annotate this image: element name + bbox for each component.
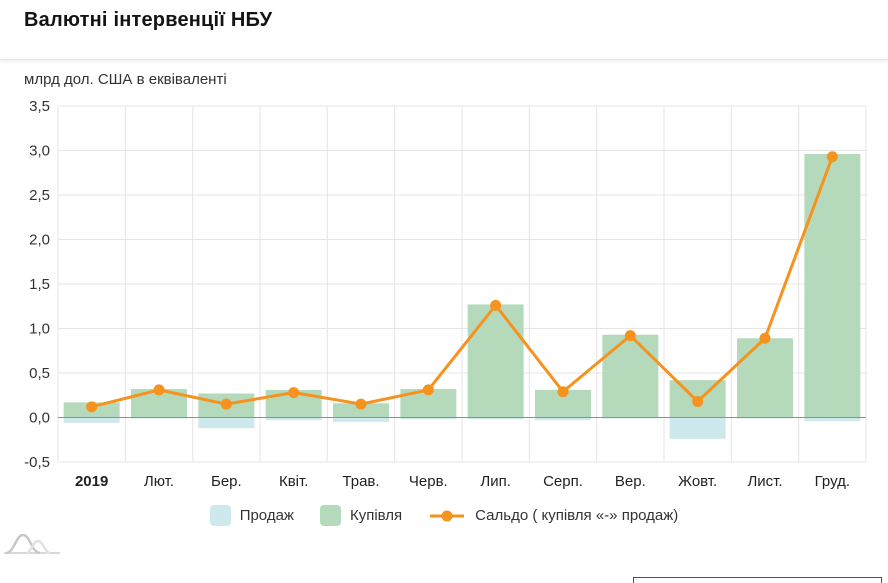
bar-Купівля-Лист.[interactable] <box>737 338 793 418</box>
y-axis-tick-label: 1,0 <box>29 321 50 338</box>
prodazh-swatch-icon <box>209 505 231 526</box>
bar-Продаж-Квіт.[interactable] <box>265 417 322 421</box>
y-axis-tick-label: 2,0 <box>29 232 50 249</box>
x-axis-tick-label: Трав. <box>342 473 379 490</box>
x-axis-tick-label: 2019 <box>75 473 108 490</box>
saldo-point-Трав.[interactable] <box>355 398 367 410</box>
bar-Продаж-Бер.[interactable] <box>198 417 255 429</box>
page-header: Валютні інтервенції НБУ <box>0 0 888 60</box>
saldo-line <box>91 156 834 409</box>
x-axis-tick-label: Вер. <box>615 473 646 490</box>
bar-Продаж-Лип.[interactable] <box>467 417 524 420</box>
x-axis-tick-label: Лист. <box>747 473 782 490</box>
chart-canvas[interactable]: 3,5 3,0 2,5 2,0 1,5 1,0 0,5 0,0 -0,5 2019 Лют. Бер.… <box>0 95 888 495</box>
saldo-point-Бер.[interactable] <box>220 398 232 410</box>
x-axis-tick-label: Бер. <box>211 473 242 490</box>
saldo-point-Лип.[interactable] <box>490 299 502 311</box>
legend-label-prodazh: Продаж <box>239 507 294 524</box>
x-axis-tick-label: Черв. <box>409 473 448 490</box>
legend-item-saldo[interactable]: Сальдо ( купівля «-» продаж) <box>428 507 678 524</box>
bar-Купівля-Лип.[interactable] <box>467 304 524 418</box>
y-axis-tick-label: 0,5 <box>29 365 50 382</box>
saldo-point-Черв.[interactable] <box>422 384 434 396</box>
y-axis-tick-label: 0,0 <box>29 410 50 427</box>
bottom-right-panel[interactable] <box>633 577 882 583</box>
bar-Купівля-Груд.[interactable] <box>804 154 861 418</box>
saldo-point-Груд.[interactable] <box>826 151 838 163</box>
chart-subtitle: млрд дол. США в еквіваленті <box>24 71 227 88</box>
x-axis-tick-label: Квіт. <box>279 473 308 490</box>
bar-Продаж-Жовт.[interactable] <box>669 417 726 439</box>
saldo-line-marker-icon <box>430 510 465 521</box>
page-title: Валютні інтервенції НБУ <box>24 9 273 31</box>
legend-item-prodazh[interactable]: Продаж <box>209 505 294 526</box>
x-axis-tick-label: Жовт. <box>678 473 717 490</box>
y-axis-tick-label: 3,0 <box>29 143 50 160</box>
saldo-point-Жовт.[interactable] <box>692 395 704 407</box>
legend-label-kupivlya: Купівля <box>349 507 403 524</box>
saldo-point-Серп.[interactable] <box>557 386 569 398</box>
y-axis-tick-label: 1,5 <box>29 276 50 293</box>
legend-item-kupivlya[interactable]: Купівля <box>319 505 403 526</box>
x-axis-tick-label: Лип. <box>480 473 511 490</box>
saldo-point-Лист.[interactable] <box>759 332 771 344</box>
x-axis-tick-label: Лют. <box>144 473 174 490</box>
bar-Купівля-Вер.[interactable] <box>602 334 659 418</box>
bar-Продаж-Серп.[interactable] <box>535 417 591 421</box>
y-axis-tick-label: 3,5 <box>29 98 50 115</box>
saldo-point-Вер.[interactable] <box>624 330 636 342</box>
bar-Продаж-Трав.[interactable] <box>333 417 389 422</box>
x-axis-tick-label: Груд. <box>815 473 850 490</box>
x-axis-tick-label: Серп. <box>543 473 583 490</box>
amcharts-logo-icon[interactable] <box>2 529 66 559</box>
bar-Продаж-2019[interactable] <box>63 417 120 423</box>
saldo-point-2019[interactable] <box>86 401 98 413</box>
legend-label-saldo: Сальдо ( купівля «-» продаж) <box>475 507 679 524</box>
saldo-point-Лют.[interactable] <box>153 384 165 396</box>
bar-Купівля-Трав.[interactable] <box>333 403 389 418</box>
kupivlya-swatch-icon <box>319 505 341 526</box>
chart-legend: Продаж Купівля Сальдо ( купівля «-» прод… <box>0 505 888 526</box>
bar-Продаж-Груд.[interactable] <box>804 417 861 422</box>
bar-Продаж-Черв.[interactable] <box>400 417 457 420</box>
saldo-point-Квіт.[interactable] <box>288 387 300 399</box>
y-axis-tick-label: -0,5 <box>24 454 50 471</box>
y-axis-tick-label: 2,5 <box>29 187 50 204</box>
